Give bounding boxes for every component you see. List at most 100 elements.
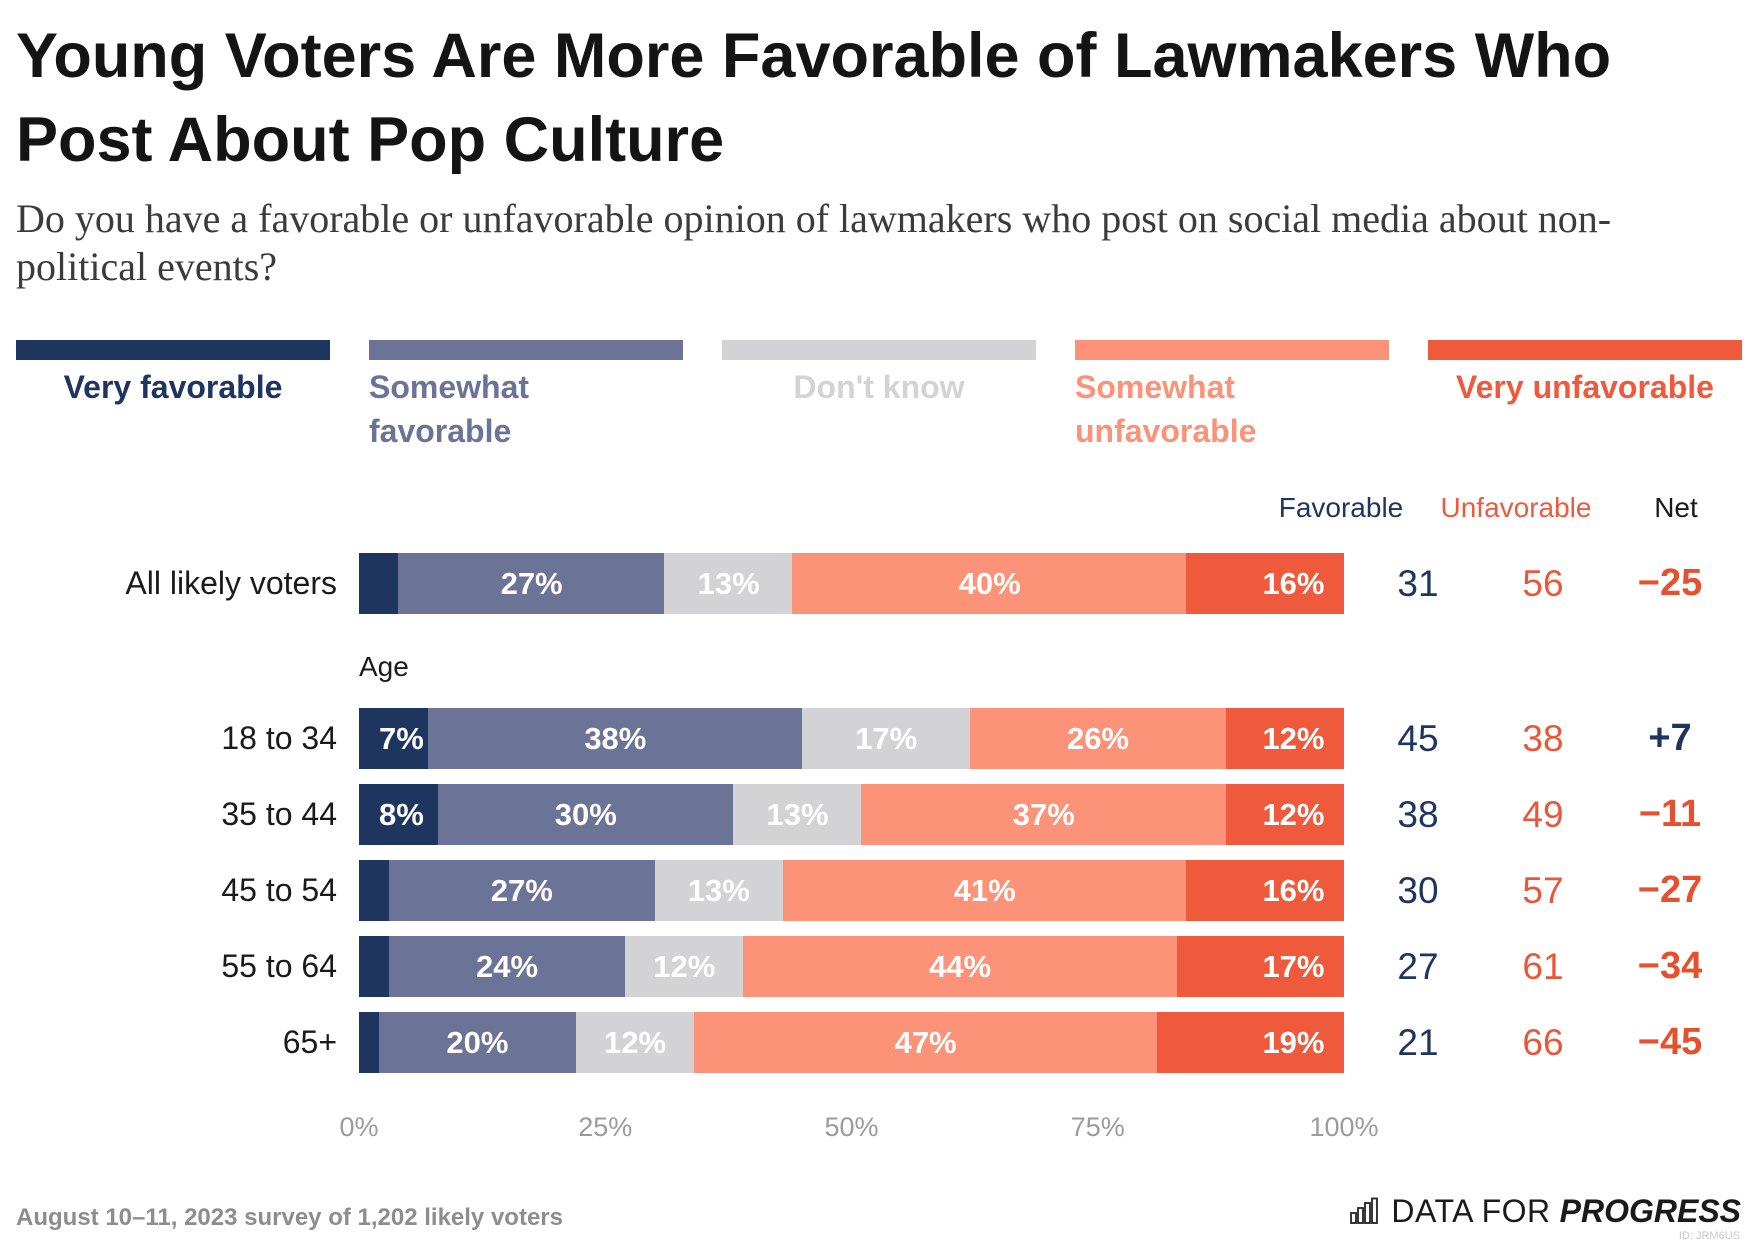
segment-value-label: 40% [958,565,1021,601]
logo-text: DATA FOR PROGRESS [1391,1192,1741,1230]
bar-segment-somewhat-unfavorable: 26% [969,708,1227,769]
net-value: −11 [1638,793,1702,835]
legend-label: Somewhat favorable [369,369,530,449]
x-axis-tick-label: 100% [1309,1112,1379,1142]
column-header-unfavorable: Unfavorable [1440,492,1592,523]
row-label: All likely voters [125,565,337,601]
favorable-value: 31 [1397,563,1439,604]
logo-text-regular: DATA FOR [1391,1193,1551,1229]
x-axis-tick-label: 75% [1070,1112,1125,1142]
legend-item-very-favorable: Very favorable [16,340,330,453]
segment-value-label: 7% [379,720,424,756]
x-axis-tick-label: 50% [824,1112,879,1142]
bar-segment-somewhat-unfavorable: 47% [693,1012,1158,1073]
row-label: 35 to 44 [221,796,337,832]
segment-value-label: 16% [1262,872,1325,908]
segment-value-label: 47% [894,1024,957,1060]
bar-segment-very-favorable [359,936,390,997]
bar-segment-somewhat-favorable: 24% [388,936,626,997]
bar-segment-don-t-know: 12% [575,1012,695,1073]
legend-swatch [1428,340,1742,360]
bar-segment-very-favorable: 7% [359,708,429,769]
legend-label: Very favorable [63,369,283,405]
unfavorable-value: 49 [1522,794,1564,835]
group-label-age: Age [359,651,409,682]
bar-segment-somewhat-unfavorable: 41% [782,860,1187,921]
net-value: −34 [1637,945,1703,987]
segment-value-label: 12% [1262,720,1325,756]
segment-value-label: 27% [490,872,553,908]
segment-value-label: 19% [1262,1024,1325,1060]
net-value: +7 [1648,717,1692,759]
bar-segment-very-favorable: 8% [359,784,439,845]
legend-item-somewhat-favorable: Somewhat favorable [369,340,683,453]
bar-segment-somewhat-unfavorable: 37% [861,784,1227,845]
legend-label: Don't know [793,369,965,405]
bar-segment-very-unfavorable: 12% [1225,784,1345,845]
segment-value-label: 13% [687,872,750,908]
bar-segment-very-unfavorable: 16% [1186,860,1345,921]
net-value: −27 [1637,869,1703,911]
bar-segment-don-t-know: 13% [733,784,862,845]
column-header-favorable: Favorable [1278,492,1404,523]
favorable-value: 45 [1397,718,1439,759]
bar-segment-don-t-know: 17% [802,708,971,769]
net-value: −45 [1637,1021,1703,1063]
segment-value-label: 30% [554,796,617,832]
legend-item-very-unfavorable: Very unfavorable [1428,340,1742,453]
bar-segment-somewhat-unfavorable: 40% [792,553,1187,614]
row-label: 18 to 34 [221,720,337,756]
segment-value-label: 17% [855,720,918,756]
legend-swatch [1075,340,1389,360]
segment-value-label: 24% [475,948,539,984]
unfavorable-value: 57 [1522,870,1564,911]
bar-segment-very-favorable [359,1012,380,1073]
segment-value-label: 37% [1012,796,1075,832]
bar-segment-somewhat-favorable: 27% [398,553,665,614]
segment-value-label: 12% [604,1024,667,1060]
unfavorable-value: 56 [1522,563,1564,604]
segment-value-label: 12% [653,948,716,984]
segment-value-label: 44% [929,948,992,984]
chart-title: Young Voters Are More Favorable of Lawma… [16,21,1612,175]
x-axis-tick-label: 0% [339,1112,379,1142]
segment-value-label: 17% [1262,948,1325,984]
legend-label: Very unfavorable [1456,369,1714,405]
bar-segment-very-unfavorable: 16% [1186,553,1345,614]
bar-segment-very-unfavorable: 12% [1225,708,1345,769]
favorable-value: 38 [1397,794,1439,835]
segment-value-label: 26% [1066,720,1129,756]
bar-segment-somewhat-favorable: 27% [388,860,655,921]
legend-swatch [16,340,330,360]
bar-chart-icon [1350,1197,1379,1224]
bar-segment-don-t-know: 13% [654,860,784,921]
segment-value-label: 8% [379,796,424,832]
segment-value-label: 27% [500,565,563,601]
bar-segment-somewhat-unfavorable: 44% [743,936,1178,997]
bar-segment-somewhat-favorable: 38% [427,708,803,769]
legend: Very favorable Somewhat favorable Don't … [16,340,1742,453]
unfavorable-value: 61 [1522,946,1564,987]
bar-segment-very-unfavorable: 17% [1176,936,1345,997]
legend-swatch [722,340,1036,360]
favorable-value: 27 [1397,946,1439,987]
bar-segment-don-t-know: 12% [624,936,744,997]
bar-segment-very-unfavorable: 19% [1156,1012,1345,1073]
segment-value-label: 41% [953,872,1016,908]
bar-segment-very-favorable [359,860,390,921]
unfavorable-value: 38 [1522,718,1564,759]
logo-text-bold: PROGRESS [1559,1193,1741,1229]
chart-id: ID: JRM6US [1678,1230,1740,1242]
unfavorable-value: 66 [1522,1022,1564,1063]
bar-segment-don-t-know: 13% [664,553,793,614]
segment-value-label: 13% [766,796,829,832]
column-header-net: Net [1654,492,1698,523]
chart-subtitle: Do you have a favorable or unfavorable o… [16,196,1612,289]
bar-segment-somewhat-favorable: 20% [378,1012,577,1073]
row-label: 55 to 64 [221,948,337,984]
net-value: −25 [1637,562,1703,604]
bar-segment-somewhat-favorable: 30% [437,784,734,845]
data-for-progress-logo: DATA FOR PROGRESS [1349,1192,1741,1230]
legend-item-dont-know: Don't know [722,340,1036,453]
row-label: 45 to 54 [221,872,337,908]
